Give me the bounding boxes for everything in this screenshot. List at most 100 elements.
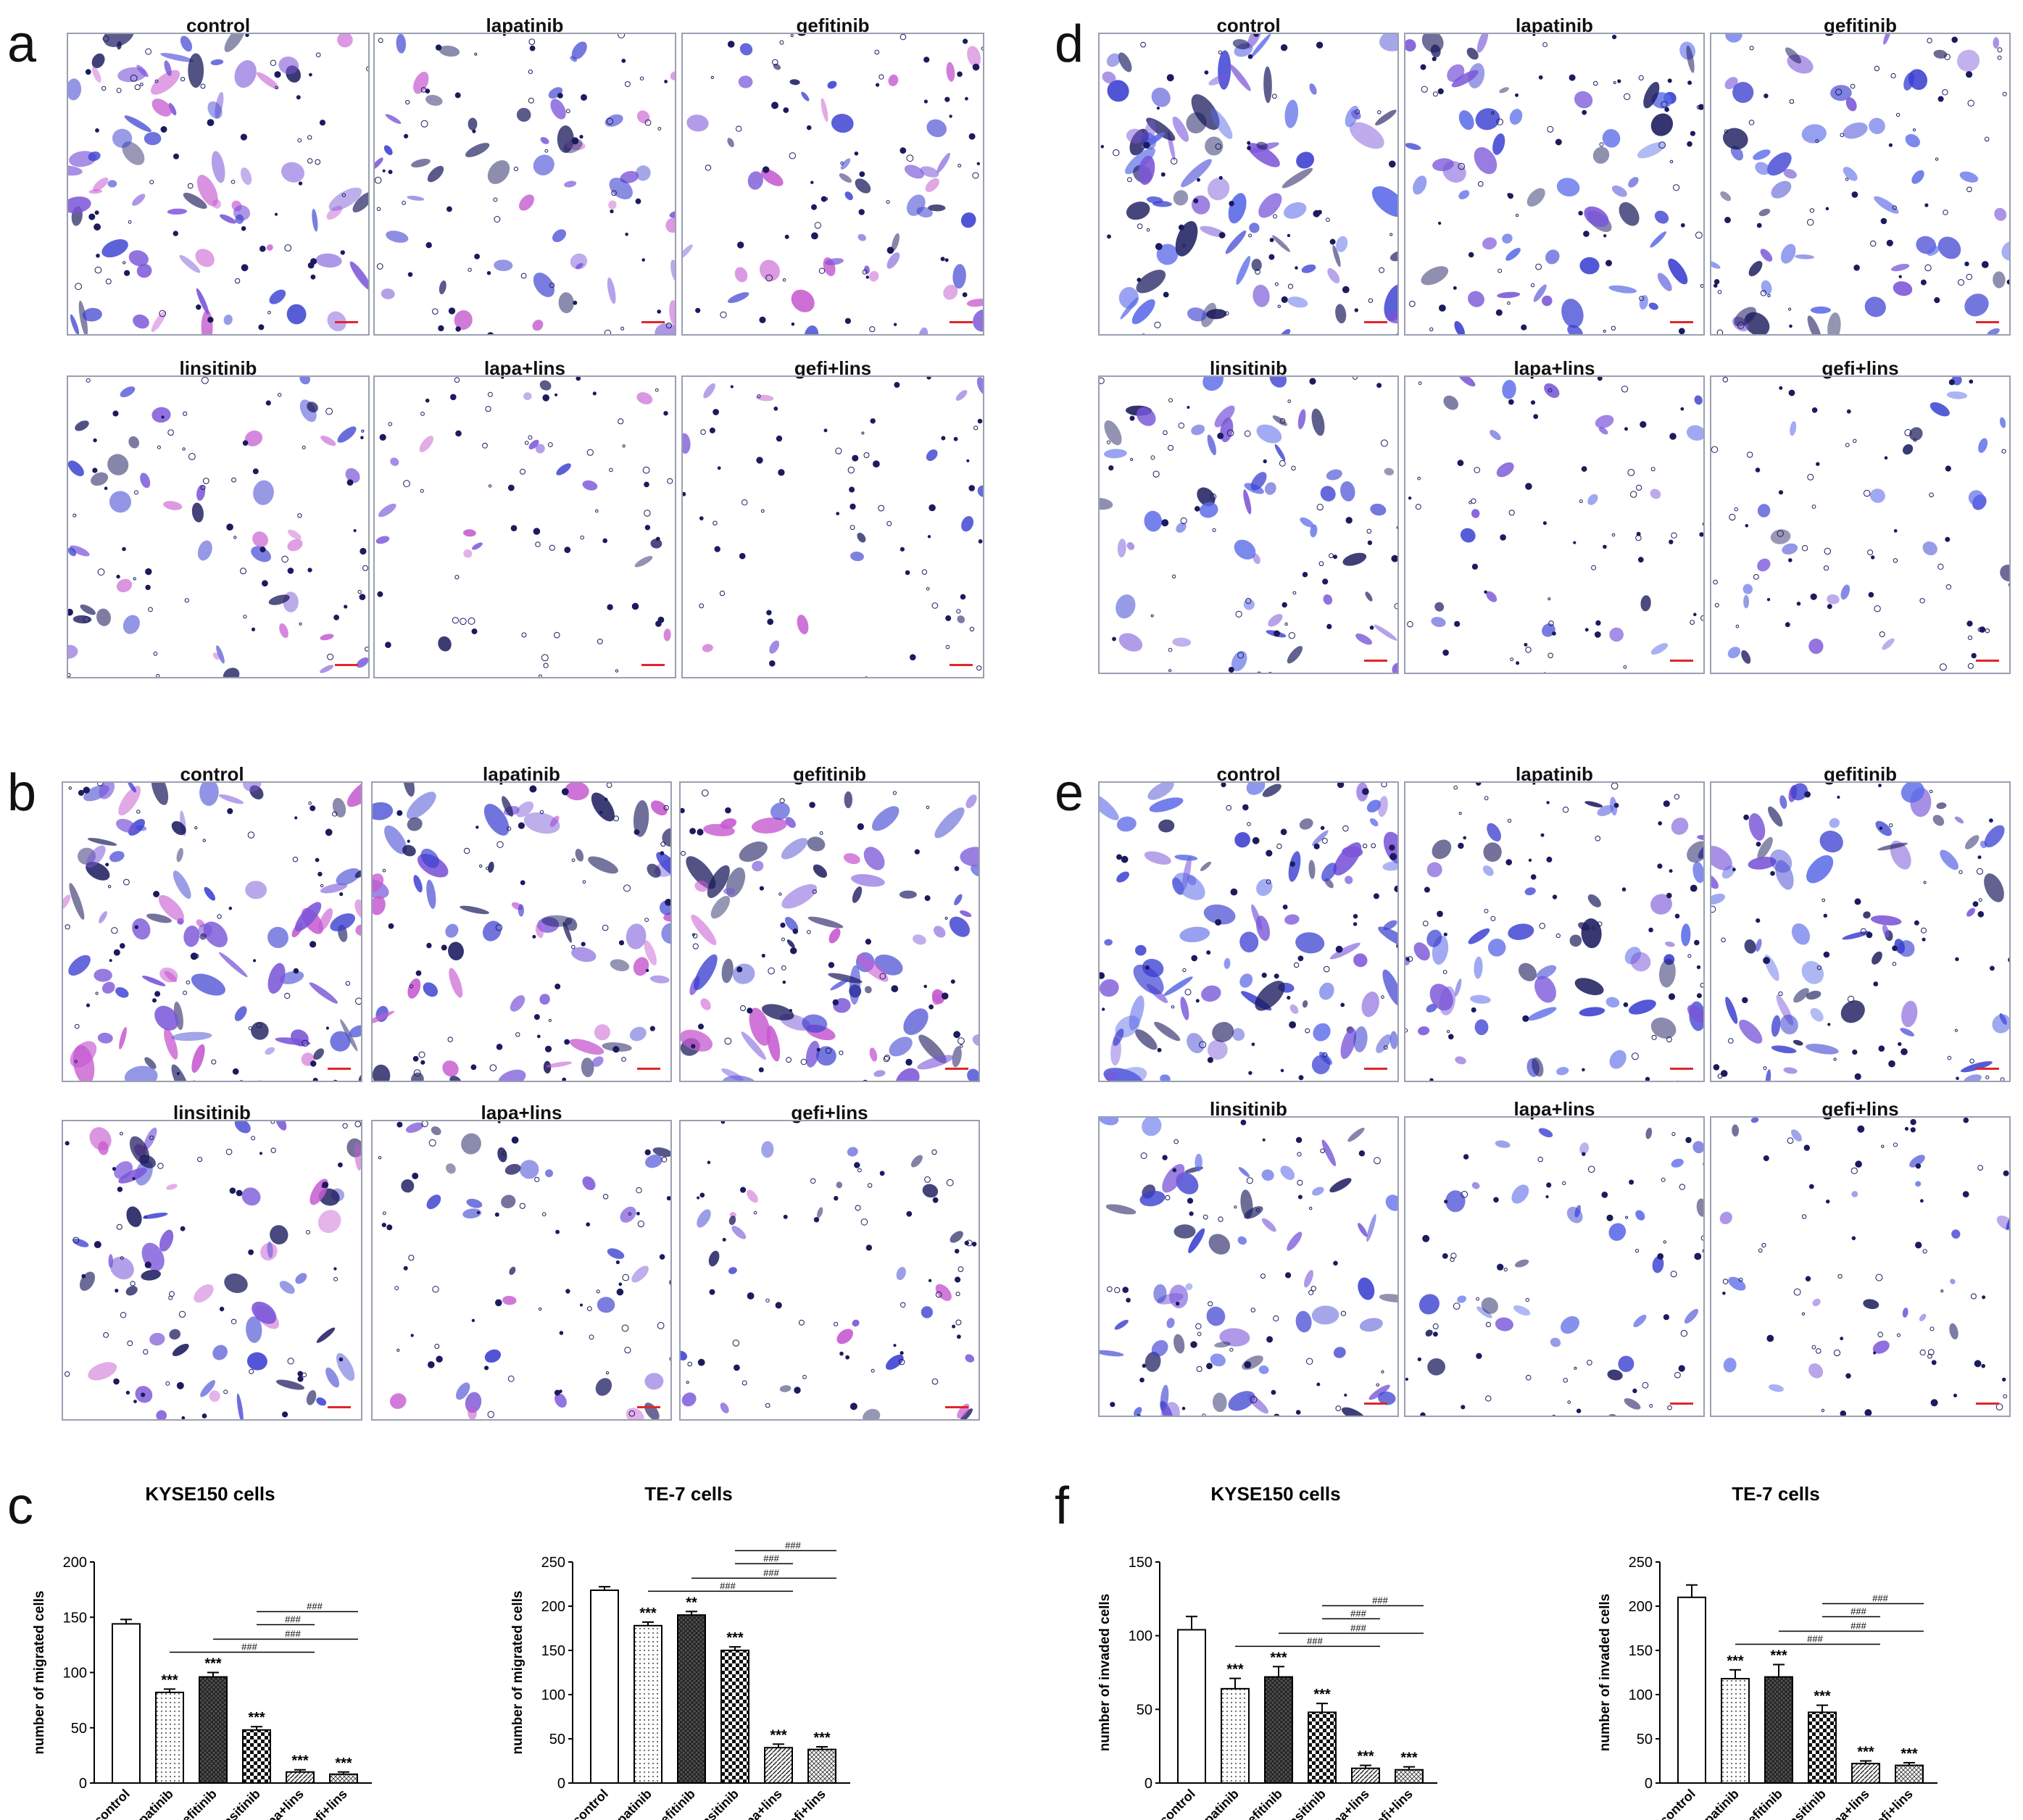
bracket-label: ### [1372,1595,1388,1605]
y-tick-label: 200 [541,1599,565,1615]
y-axis-label: number of migrated cells [510,1591,526,1755]
y-tick-label: 50 [71,1721,87,1737]
bar-linsitinib [1308,1711,1337,1784]
chart-f-kyse150: KYSE150 cells number of invaded cells 0 50 1… [1097,1483,1437,1820]
micrograph-b-lapatinib [371,781,672,1082]
x-tick-label: control [91,1787,133,1820]
x-tick-label: gefitinib [1739,1787,1785,1820]
x-tick-label: gefitinib [173,1787,220,1820]
bar-lapatinib [155,1691,184,1784]
bar-gefitinib [1764,1676,1793,1784]
panel-letter-b: b [7,764,37,822]
micrograph-d-gefi-lins [1710,375,2011,674]
y-axis-label: number of invaded cells [1097,1594,1113,1752]
bar-lapa-lins [764,1747,793,1784]
bracket-label: ### [763,1553,779,1563]
significance-stars: *** [1357,1749,1374,1765]
x-tick-label: gefitinib [1239,1787,1285,1820]
significance-stars: *** [161,1672,178,1688]
significance-stars: *** [248,1710,265,1726]
bracket-label: ### [307,1601,323,1612]
y-tick-label: 0 [557,1776,565,1792]
bar-linsitinib [1808,1711,1837,1784]
bracket-label: ### [1872,1593,1888,1604]
bar-gefi-lins [329,1773,358,1784]
y-tick-label: 100 [1129,1629,1152,1645]
y-tick-label: 100 [63,1666,87,1682]
micrograph-a-lapatinib [373,33,676,336]
micrograph-b-gefi-lins [679,1120,980,1421]
bracket-label: ### [785,1539,801,1550]
bracket-label: ### [763,1567,779,1578]
bar-lapa-lins [1351,1767,1380,1784]
bracket-label: ### [1850,1621,1866,1632]
significance-stars: ** [686,1595,697,1611]
micrograph-e-linsitinib [1098,1116,1399,1417]
micrograph-b-gefitinib [679,781,980,1082]
panel-letter-c: c [7,1477,33,1535]
micrograph-e-gefitinib [1710,781,2011,1082]
micrograph-a-control [67,33,370,336]
y-tick-label: 250 [541,1555,565,1571]
y-tick-label: 50 [549,1732,565,1748]
micrograph-d-control [1098,33,1399,336]
bracket-label: ### [241,1642,257,1653]
micrograph-e-lapa-lins [1404,1116,1705,1417]
micrograph-d-lapa-lins [1404,375,1705,674]
bracket-label: ### [1350,1608,1366,1619]
bar-gefi-lins [1395,1769,1424,1784]
panel-letter-f: f [1055,1477,1070,1535]
bar-gefitinib [677,1614,706,1784]
significance-stars: *** [1857,1745,1874,1761]
micrograph-e-control [1098,781,1399,1082]
panel-letter-a: a [7,15,37,73]
micrograph-a-lapa-lins [373,375,676,678]
significance-stars: *** [1814,1689,1831,1705]
significance-stars: *** [204,1656,222,1672]
significance-stars: *** [335,1755,352,1771]
significance-stars: *** [1770,1648,1787,1664]
micrograph-d-linsitinib [1098,375,1399,674]
x-tick-label: control [570,1787,611,1820]
y-tick-label: 100 [1629,1687,1653,1703]
bracket-label: ### [285,1614,301,1625]
y-tick-label: 150 [541,1643,565,1659]
micrograph-d-gefitinib [1710,33,2011,336]
x-tick-label: linsitinib [1280,1787,1328,1820]
chart-c-kyse150: KYSE150 cells number of migrated cells 0 50… [32,1483,372,1820]
x-tick-label: lapatinib [128,1787,175,1820]
significance-stars: *** [770,1727,787,1743]
bar-gefitinib [1264,1676,1293,1784]
micrograph-e-lapatinib [1404,781,1705,1082]
y-tick-label: 50 [1137,1702,1152,1718]
x-tick-label: linsitinib [1780,1787,1828,1820]
bar-control [1677,1596,1706,1784]
y-tick-label: 50 [1637,1732,1653,1748]
micrograph-b-lapa-lins [371,1120,672,1421]
bar-lapa-lins [286,1771,315,1784]
chart-title: TE-7 cells [1732,1483,1819,1505]
x-tick-label: control [1157,1787,1198,1820]
x-tick-label: gefi+lins [1368,1787,1416,1820]
bar-control [590,1590,619,1784]
bracket-label: ### [1307,1635,1323,1646]
significance-stars: *** [1400,1750,1418,1766]
bracket-label: ### [720,1580,736,1591]
bar-gefi-lins [1895,1764,1924,1784]
x-tick-label: gefitinib [652,1787,698,1820]
significance-stars: *** [1270,1650,1287,1666]
micrograph-d-lapatinib [1404,33,1705,336]
bar-lapa-lins [1851,1763,1880,1784]
micrograph-a-linsitinib [67,375,370,678]
significance-stars: *** [813,1730,831,1746]
chart-title: KYSE150 cells [145,1483,275,1505]
chart-title: KYSE150 cells [1210,1483,1340,1505]
x-tick-label: lapa+lins [257,1787,307,1820]
chart-title: TE-7 cells [644,1483,732,1505]
micrograph-a-gefitinib [681,33,984,336]
bar-linsitinib [242,1729,271,1784]
y-tick-label: 250 [1629,1555,1653,1571]
significance-stars: *** [291,1753,309,1769]
y-tick-label: 100 [541,1687,565,1703]
x-tick-label: control [1657,1787,1698,1820]
